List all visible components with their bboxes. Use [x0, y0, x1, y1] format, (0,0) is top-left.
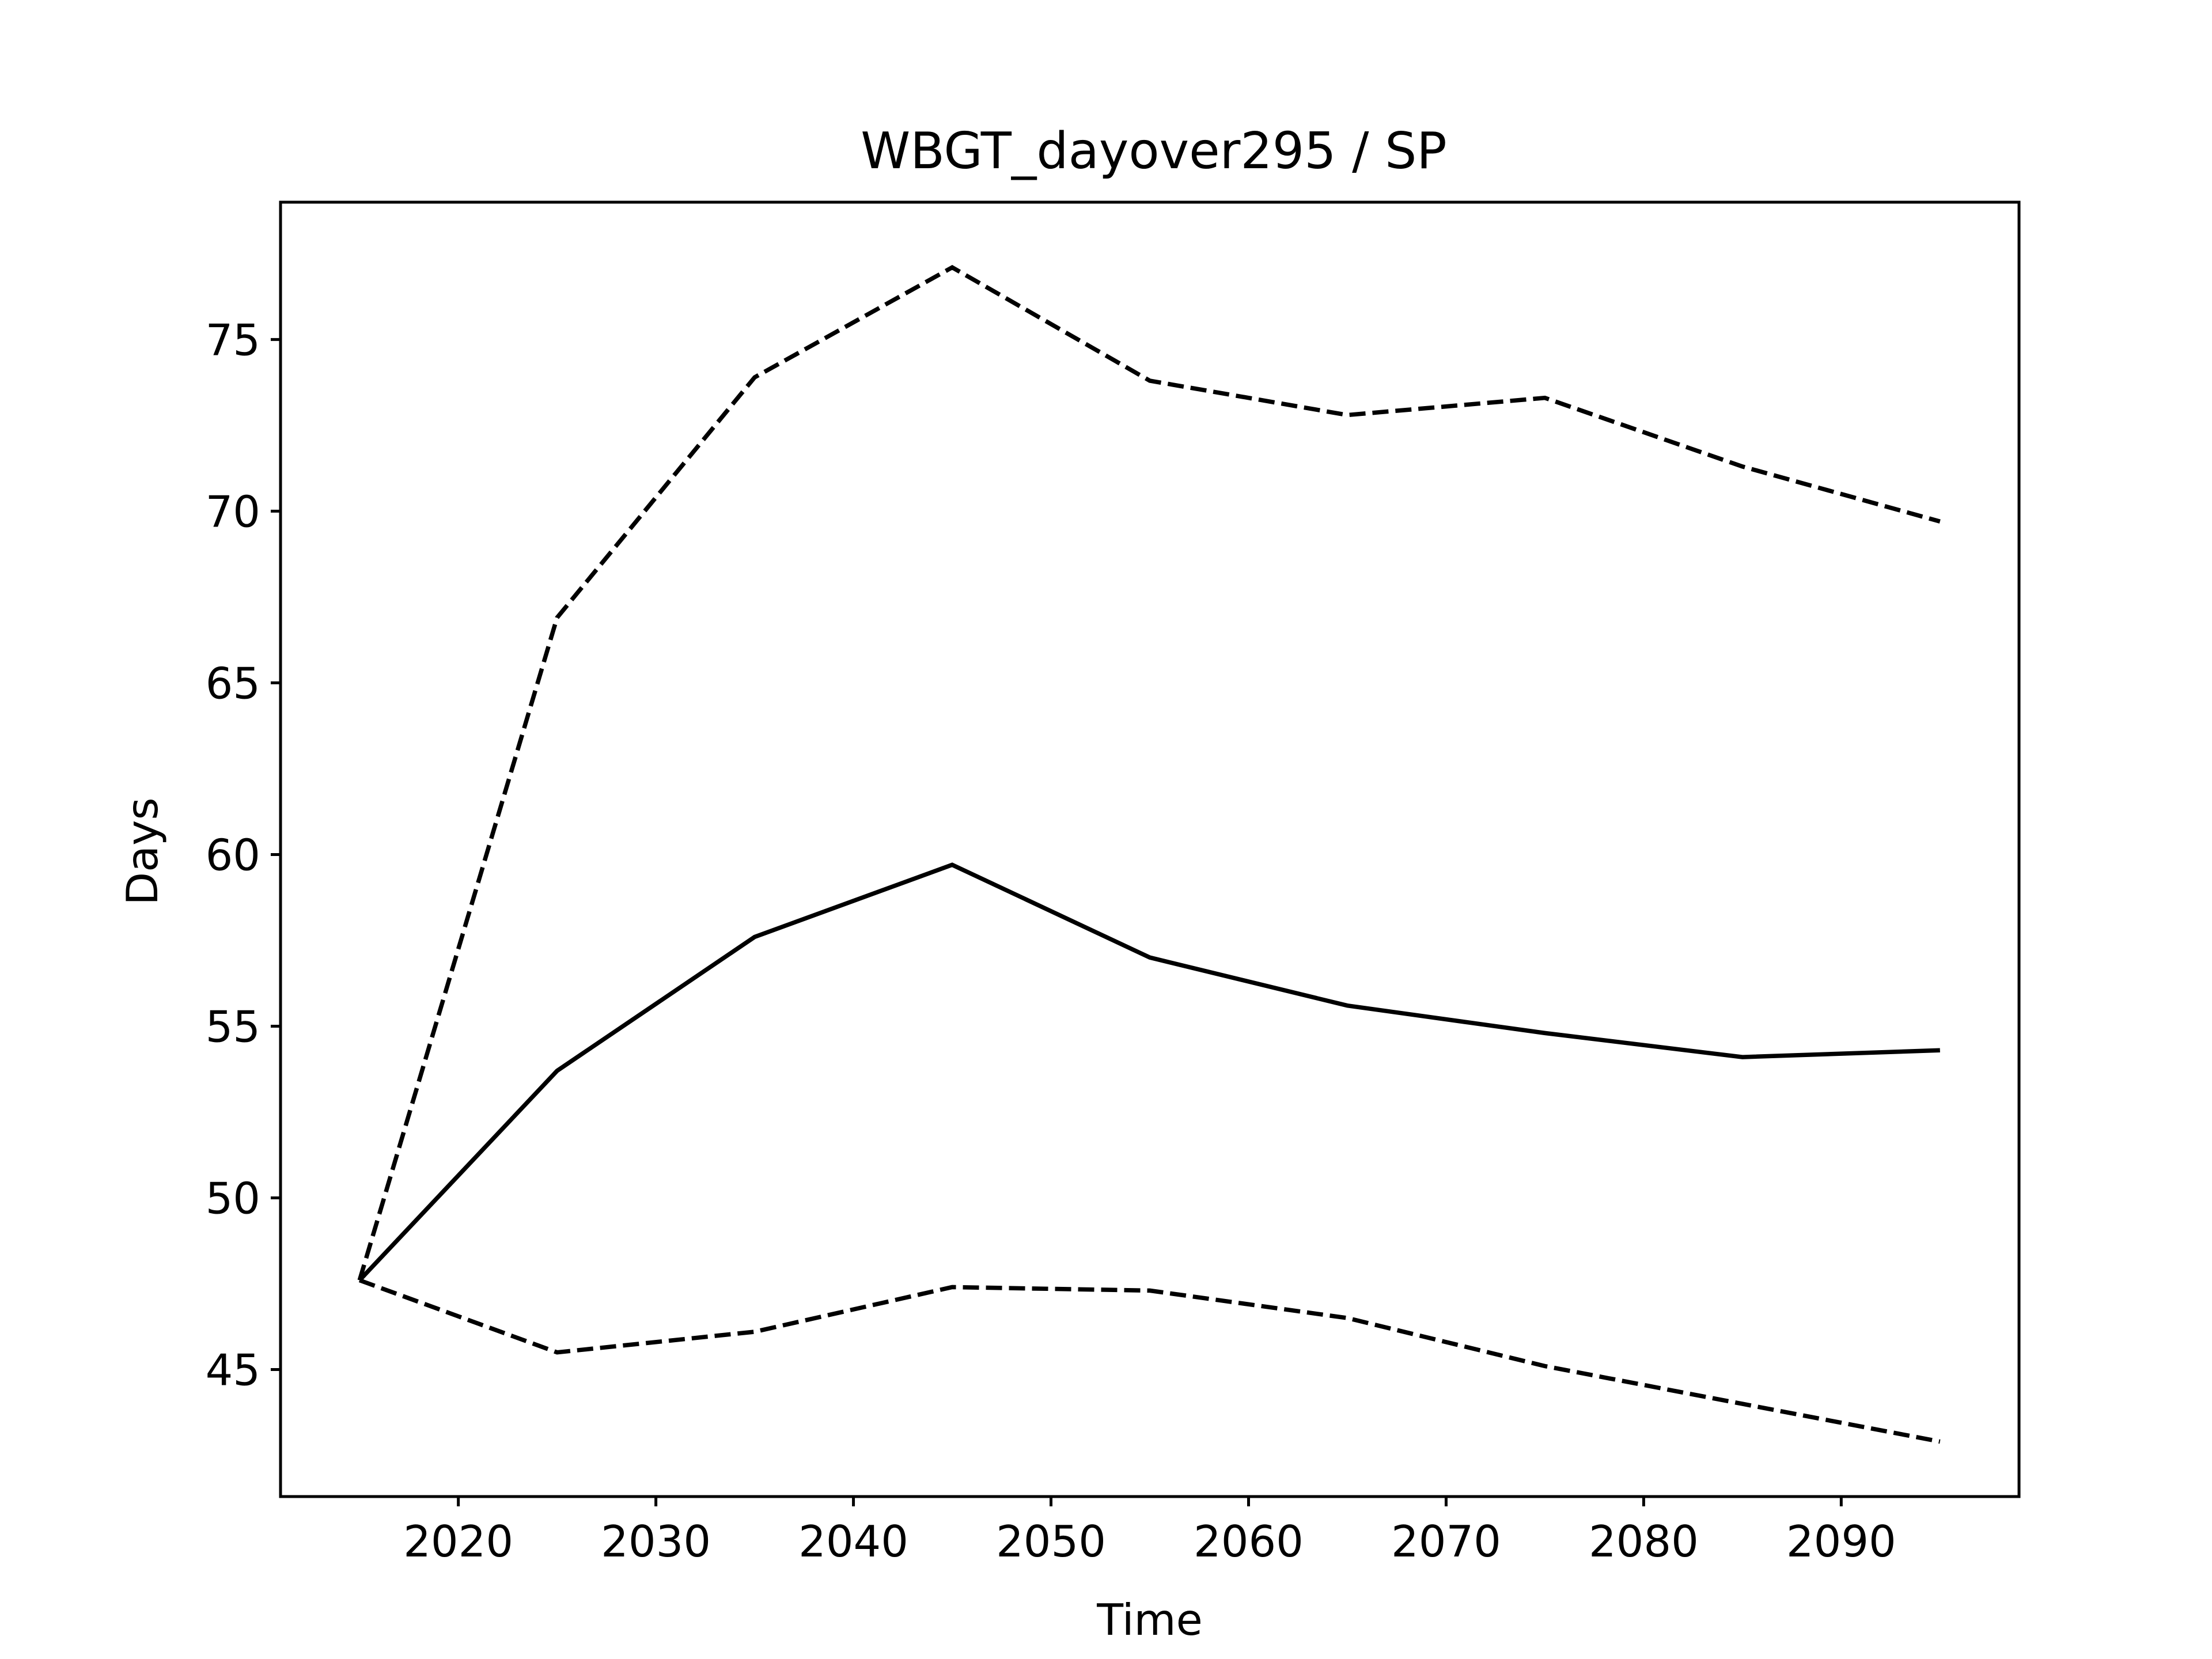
x-tick-label: 2090 — [1786, 1516, 1896, 1567]
x-tick-label: 2050 — [996, 1516, 1106, 1567]
x-tick-label: 2040 — [798, 1516, 908, 1567]
series-layer — [357, 264, 1941, 1444]
plot-frame — [279, 200, 2021, 1498]
x-tick-label: 2080 — [1589, 1516, 1699, 1567]
y-tick-label: 45 — [206, 1344, 260, 1395]
x-axis-label: Time — [1096, 1594, 1203, 1645]
series-line-3-dashed — [358, 1278, 1941, 1444]
x-tick-label: 2070 — [1391, 1516, 1501, 1567]
y-axis-label: Days — [117, 797, 168, 905]
series-line-2-solid — [358, 862, 1940, 1282]
x-tick-label: 2030 — [601, 1516, 711, 1567]
y-tick-label: 55 — [206, 1001, 260, 1052]
x-tick-label: 2060 — [1194, 1516, 1304, 1567]
y-tick-label: 75 — [206, 315, 260, 365]
series-line-1-dashed — [357, 264, 1941, 1281]
chart-title: WBGT_dayover295 / SP — [861, 122, 1447, 180]
y-tick-label: 50 — [206, 1173, 260, 1224]
y-tick-label: 65 — [206, 658, 260, 709]
y-axis: 45 50 55 60 65 70 75 — [206, 315, 281, 1395]
y-tick-label: 70 — [206, 486, 260, 537]
y-tick-label: 60 — [206, 830, 260, 880]
x-axis: 2020 2030 2040 2050 2060 2070 2080 2090 — [403, 1497, 1896, 1567]
x-tick-label: 2020 — [403, 1516, 513, 1567]
